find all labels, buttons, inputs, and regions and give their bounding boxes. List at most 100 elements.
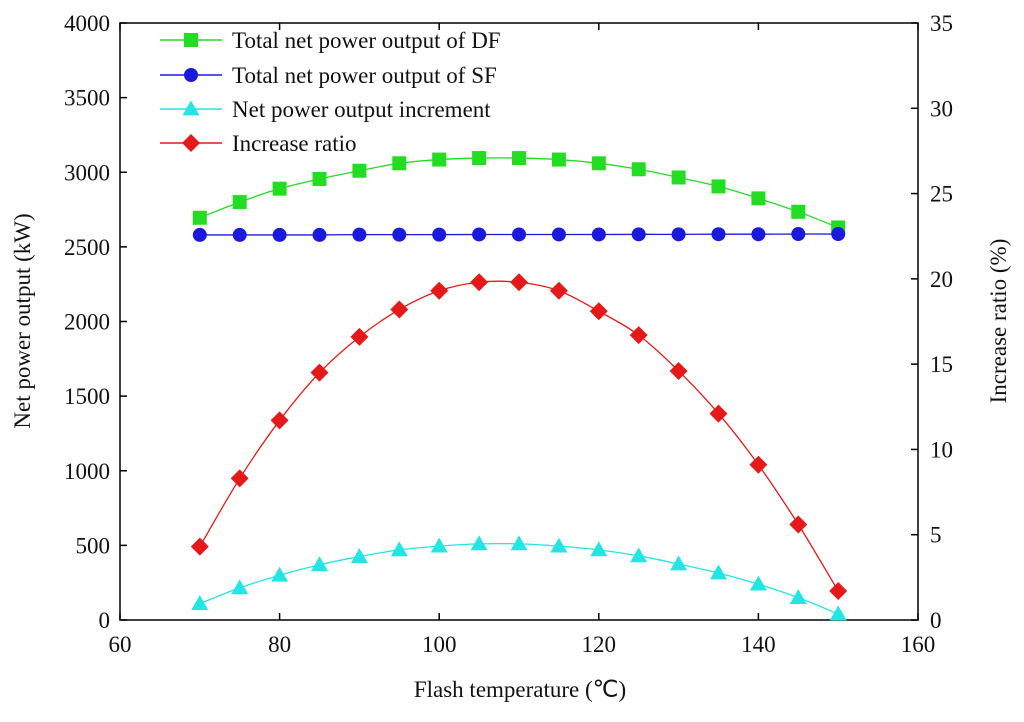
- y2-tick-label: 30: [930, 96, 953, 121]
- y-tick-label: 1500: [64, 384, 110, 409]
- y2-tick-label: 5: [930, 523, 942, 548]
- data-point: [590, 541, 608, 557]
- y-axis-title: Net power output (kW): [10, 213, 35, 428]
- data-point: [550, 537, 568, 553]
- x-tick-label: 60: [109, 632, 132, 657]
- y2-tick-label: 0: [930, 608, 942, 633]
- data-point: [829, 582, 848, 601]
- data-point: [270, 411, 289, 430]
- data-point: [630, 547, 648, 563]
- x-tick-label: 80: [268, 632, 291, 657]
- series-1: [192, 151, 846, 235]
- data-point: [510, 273, 528, 292]
- legend-item: Total net power output of DF: [160, 28, 501, 53]
- data-point: [671, 170, 686, 185]
- data-point: [670, 555, 688, 571]
- y-tick-label: 2000: [64, 310, 110, 335]
- legend-label: Total net power output of DF: [232, 28, 501, 53]
- y2-tick-label: 20: [930, 267, 953, 292]
- y2-tick-label: 25: [930, 182, 953, 207]
- data-point: [629, 326, 648, 345]
- data-point: [512, 151, 526, 166]
- x-tick-label: 160: [901, 632, 936, 657]
- data-point: [272, 227, 287, 242]
- data-point: [430, 281, 449, 300]
- data-point: [430, 537, 448, 553]
- ticks: 60 80 100 120 140 160050010001500200025003000…: [64, 11, 953, 657]
- data-point: [191, 595, 209, 610]
- data-point: [271, 566, 289, 582]
- series-line: [199, 542, 839, 615]
- data-point: [392, 156, 407, 171]
- x-tick-label: 140: [741, 632, 776, 657]
- data-point: [310, 363, 329, 382]
- data-point: [671, 227, 686, 242]
- data-point: [231, 579, 249, 595]
- y2-axis-title: Increase ratio (%): [986, 239, 1011, 404]
- y2-tick-label: 15: [930, 352, 953, 377]
- data-point: [551, 227, 566, 242]
- y-tick-label: 500: [76, 533, 111, 558]
- legend-marker: [184, 68, 198, 82]
- legend-marker: [182, 134, 200, 152]
- data-point: [710, 564, 727, 580]
- data-point: [631, 227, 646, 242]
- data-point: [549, 281, 568, 300]
- data-point: [272, 181, 287, 196]
- data-point: [751, 227, 766, 242]
- data-point: [749, 575, 767, 591]
- data-point: [591, 227, 606, 242]
- data-point: [352, 227, 367, 242]
- y-tick-label: 3500: [64, 86, 110, 111]
- data-point: [789, 515, 808, 534]
- legend: Total net power output of DF Total net po…: [160, 28, 501, 156]
- data-point: [510, 535, 528, 551]
- data-point: [711, 227, 726, 242]
- y-tick-label: 0: [99, 608, 111, 633]
- x-axis-title: Flash temperature (℃): [414, 677, 626, 702]
- data-point: [512, 227, 526, 242]
- x-tick-label: 120: [582, 632, 617, 657]
- series-line: [199, 157, 839, 229]
- data-point: [390, 541, 408, 557]
- data-point: [390, 300, 409, 319]
- legend-label: Net power output increment: [232, 97, 491, 122]
- data-point: [751, 191, 766, 206]
- data-point: [831, 227, 846, 242]
- legend-label: Total net power output of SF: [232, 63, 497, 88]
- data-point: [472, 227, 487, 242]
- data-point: [312, 227, 327, 242]
- legend-label: Increase ratio: [232, 131, 357, 156]
- data-point: [470, 273, 489, 292]
- data-point: [192, 210, 207, 225]
- legend-item: Net power output increment: [160, 97, 491, 122]
- series-group: [190, 151, 848, 621]
- data-point: [709, 404, 728, 423]
- data-point: [192, 227, 207, 242]
- y-tick-label: 3000: [64, 160, 110, 185]
- data-point: [589, 302, 608, 321]
- data-point: [352, 163, 367, 178]
- data-point: [190, 537, 209, 556]
- y-tick-label: 4000: [64, 11, 110, 36]
- data-point: [311, 556, 328, 572]
- x-tick-label: 100: [422, 632, 457, 657]
- series-2: [192, 227, 846, 242]
- data-point: [669, 361, 688, 380]
- data-point: [789, 589, 807, 604]
- series-4: [190, 273, 848, 601]
- data-point: [472, 151, 487, 166]
- legend-marker: [184, 33, 198, 47]
- data-point: [232, 195, 247, 210]
- data-point: [551, 152, 566, 167]
- data-point: [470, 535, 488, 551]
- data-point: [392, 227, 407, 242]
- data-point: [350, 548, 368, 563]
- data-point: [749, 455, 768, 474]
- data-point: [350, 327, 369, 346]
- series-3: [191, 535, 847, 621]
- data-point: [591, 156, 606, 171]
- data-point: [829, 605, 847, 621]
- data-point: [631, 162, 646, 177]
